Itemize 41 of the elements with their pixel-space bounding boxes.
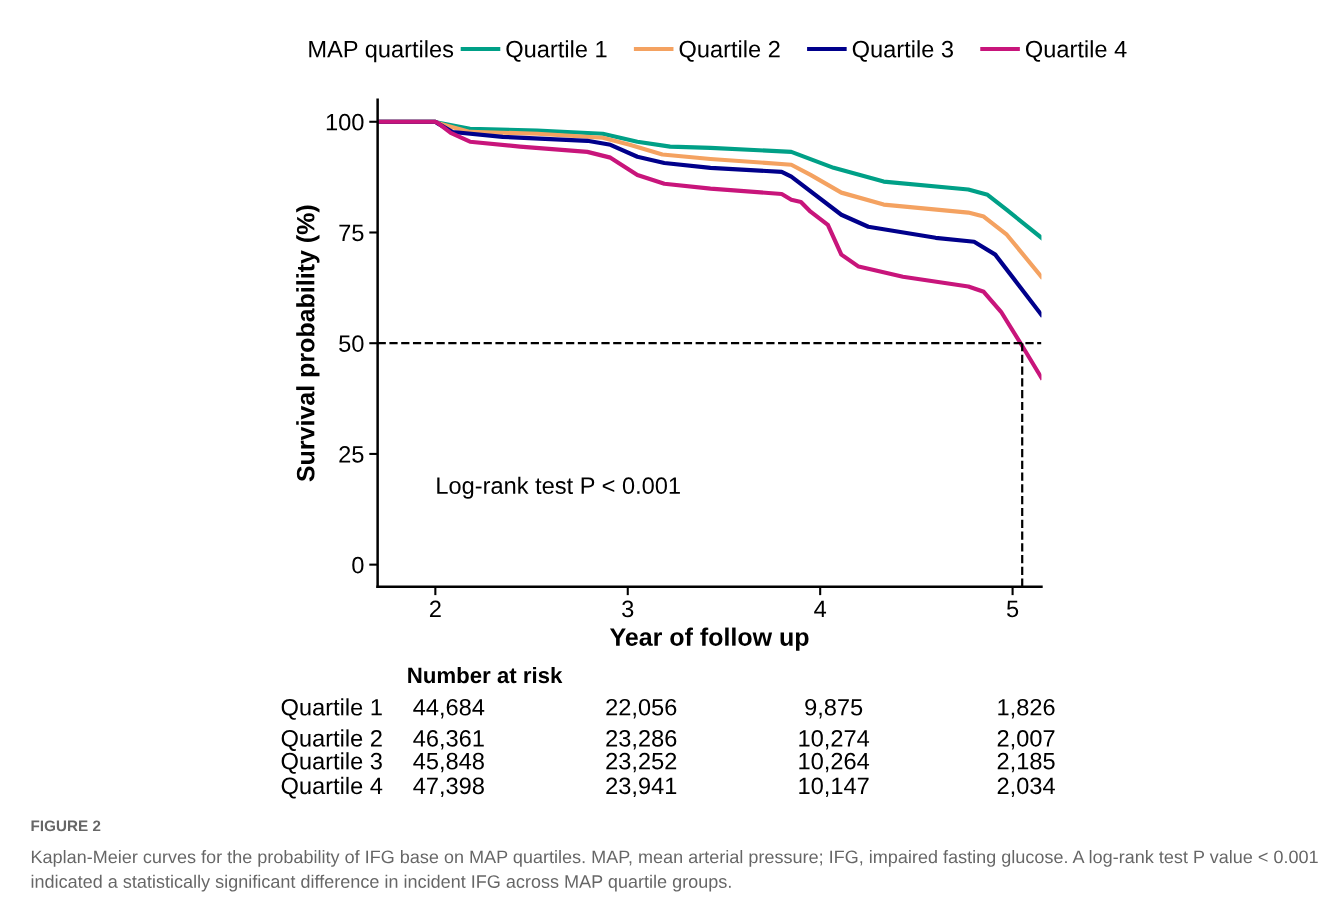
text: 10,147: [799, 777, 869, 797]
annotation: Log-rank test P < 0.001: [437, 476, 680, 499]
text: 23,286: [606, 729, 677, 750]
text: Quartile 1: [281, 698, 382, 720]
x-tick-label: 3: [622, 600, 634, 618]
legend-label: Quartile 2: [679, 40, 780, 62]
y-tick-label: 0: [352, 556, 364, 574]
legend-label: Quartile 4: [1025, 40, 1127, 62]
legend-title: MAP quartiles: [309, 40, 454, 63]
text: 23,941: [606, 777, 677, 797]
text: 9,875: [805, 698, 863, 719]
text: 46,361: [413, 729, 484, 750]
text: 10,264: [799, 752, 870, 773]
text: 2,185: [997, 752, 1055, 773]
x-tick-label: 5: [1006, 600, 1019, 618]
text: Kaplan-Meier curves for the probability of IFG base on MAP quartiles. MAP, mean arterial pressure; IFG, impaired fasting glucose. A log-rank test P value < 0.001 indicated a statistically significant difference in incident IFG across MAP quartile groups.: [31, 850, 1318, 892]
legend-label: Quartile 3: [852, 40, 953, 62]
y-tick-label: 100: [326, 113, 364, 131]
text: 10,274: [799, 729, 870, 750]
line-series: [377, 119, 1042, 380]
text: 22,056: [606, 698, 677, 719]
x-tick-label: 4: [814, 600, 827, 618]
x-tick-label: 2: [429, 600, 441, 618]
y-axis-title: Survival probability (%): [296, 205, 320, 482]
text: Quartile 4: [281, 776, 383, 799]
text: 2,007: [997, 729, 1055, 750]
text: 45,848: [413, 752, 484, 773]
caption: FIGURE 2: [31, 820, 101, 832]
x-axis-title: Year of follow up: [609, 627, 809, 651]
y-tick-label: 50: [339, 335, 364, 352]
text: 1,826: [998, 698, 1055, 719]
legend-label: Quartile 1: [506, 40, 607, 62]
text: 47,398: [413, 777, 484, 797]
text: Quartile 3: [281, 752, 382, 774]
text: 44,684: [413, 698, 485, 719]
text: 23,252: [606, 752, 677, 773]
text: 2,034: [997, 777, 1055, 797]
y-tick-label: 25: [339, 445, 364, 463]
text: Number at risk: [408, 666, 563, 684]
text: Quartile 2: [281, 729, 382, 751]
y-tick-label: 75: [339, 224, 364, 242]
